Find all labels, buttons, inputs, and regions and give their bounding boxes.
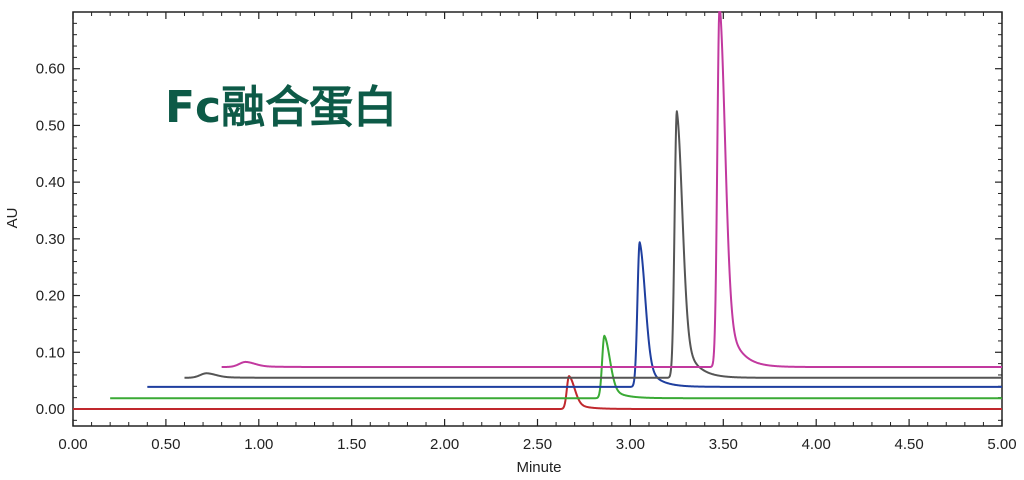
y-tick-label: 0.50	[36, 117, 65, 134]
x-tick-label: 5.00	[987, 436, 1016, 453]
x-tick-label: 1.00	[244, 436, 273, 453]
tick-labels: 0.00 0.50 1.00 1.50 2.00 2.50 3.00 3.50 4.00 4.50…	[36, 61, 1017, 453]
series-line-red	[72, 375, 1003, 410]
x-tick-label: 2.00	[430, 436, 459, 453]
y-axis-label: AU	[4, 208, 21, 229]
y-tick-label: 0.60	[36, 61, 65, 78]
y-tick-label: 0.40	[36, 174, 65, 191]
series-line-green	[109, 334, 1003, 400]
x-tick-label: 3.50	[709, 436, 738, 453]
x-tick-label: 4.50	[894, 436, 923, 453]
y-tick-label: 0.30	[36, 231, 65, 248]
x-tick-label: 3.00	[616, 436, 645, 453]
axes	[72, 11, 1003, 427]
y-tick-label: 0.10	[36, 344, 65, 361]
chart-title: Fc融合蛋白	[165, 82, 397, 133]
x-tick-label: 2.50	[523, 436, 552, 453]
y-tick-label: 0.20	[36, 288, 65, 305]
y-tick-label: 0.00	[36, 401, 65, 418]
series-line-blue	[146, 241, 1003, 388]
x-axis-label: Minute	[516, 459, 561, 476]
series-group	[72, 11, 1003, 410]
series-line-magenta	[221, 11, 1003, 369]
x-tick-label: 0.00	[58, 436, 87, 453]
x-tick-label: 4.00	[802, 436, 831, 453]
x-tick-label: 0.50	[151, 436, 180, 453]
plot-frame	[72, 11, 1003, 427]
series-line-gray	[183, 110, 1003, 379]
x-tick-label: 1.50	[337, 436, 366, 453]
